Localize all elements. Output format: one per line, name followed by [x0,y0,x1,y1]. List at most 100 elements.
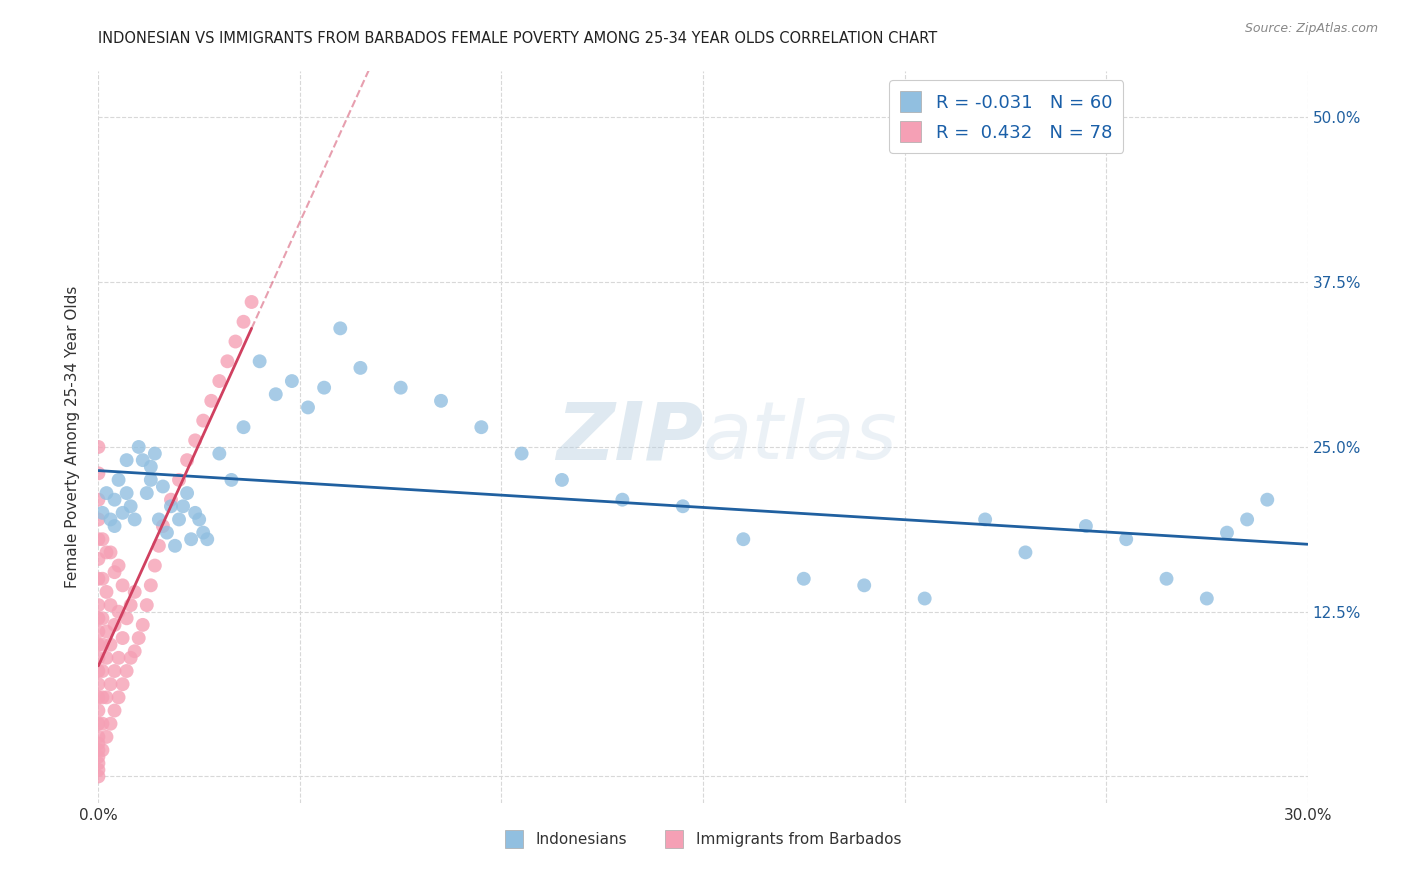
Point [176,453,198,467]
Point [96,730,118,744]
Point [107,605,129,619]
Point [1014,545,1036,559]
Y-axis label: Female Poverty Among 25-34 Year Olds: Female Poverty Among 25-34 Year Olds [65,286,80,588]
Point [217,354,239,368]
Point [103,664,125,678]
Point [148,539,170,553]
Point [107,558,129,573]
Point [87,512,110,526]
Point [128,631,150,645]
Point [389,381,412,395]
Point [329,321,352,335]
Point [111,677,134,691]
Point [974,512,997,526]
Point [1256,492,1278,507]
Point [100,512,122,526]
Point [96,650,118,665]
Point [87,650,110,665]
Point [87,611,110,625]
Point [91,638,114,652]
Point [240,295,263,310]
Text: Source: ZipAtlas.com: Source: ZipAtlas.com [1244,22,1378,36]
Point [115,664,138,678]
Point [139,473,162,487]
Point [135,486,157,500]
Point [224,334,246,349]
Point [132,618,155,632]
Point [793,572,815,586]
Point [96,624,118,639]
Text: INDONESIAN VS IMMIGRANTS FROM BARBADOS FEMALE POVERTY AMONG 25-34 YEAR OLDS CORR: INDONESIAN VS IMMIGRANTS FROM BARBADOS F… [98,31,938,46]
Point [87,743,110,757]
Point [111,506,134,520]
Point [91,664,114,678]
Point [139,578,162,592]
Point [87,638,110,652]
Point [87,730,110,744]
Point [91,611,114,625]
Point [96,545,118,559]
Point [1115,533,1137,547]
Point [107,690,129,705]
Point [87,552,110,566]
Point [87,749,110,764]
Point [188,512,211,526]
Point [100,716,122,731]
Point [184,506,207,520]
Point [87,769,110,783]
Point [103,519,125,533]
Point [1156,572,1178,586]
Point [470,420,492,434]
Point [115,611,138,625]
Point [120,650,142,665]
Point [91,533,114,547]
Point [96,585,118,599]
Point [124,585,146,599]
Point [281,374,304,388]
Point [1074,519,1097,533]
Point [193,525,215,540]
Point [120,598,142,612]
Point [672,500,695,514]
Point [139,459,162,474]
Point [160,500,183,514]
Point [143,558,166,573]
Point [167,473,190,487]
Point [87,467,110,481]
Point [103,618,125,632]
Point [96,690,118,705]
Point [91,690,114,705]
Point [87,664,110,678]
Point [87,533,110,547]
Point [314,381,336,395]
Point [914,591,936,606]
Point [163,539,186,553]
Point [1236,512,1258,526]
Point [180,533,202,547]
Point [87,624,110,639]
Point [160,492,183,507]
Point [91,716,114,731]
Point [132,453,155,467]
Point [208,446,231,460]
Point [91,743,114,757]
Point [96,486,118,500]
Point [510,446,533,460]
Point [733,533,755,547]
Point [87,737,110,751]
Point [208,374,231,388]
Point [87,756,110,771]
Point [128,440,150,454]
Point [120,500,142,514]
Point [232,420,254,434]
Point [103,704,125,718]
Point [551,473,574,487]
Point [1216,525,1239,540]
Point [87,763,110,777]
Text: ZIP: ZIP [555,398,703,476]
Point [100,545,122,559]
Point [156,525,179,540]
Point [221,473,243,487]
Point [167,512,190,526]
Point [91,506,114,520]
